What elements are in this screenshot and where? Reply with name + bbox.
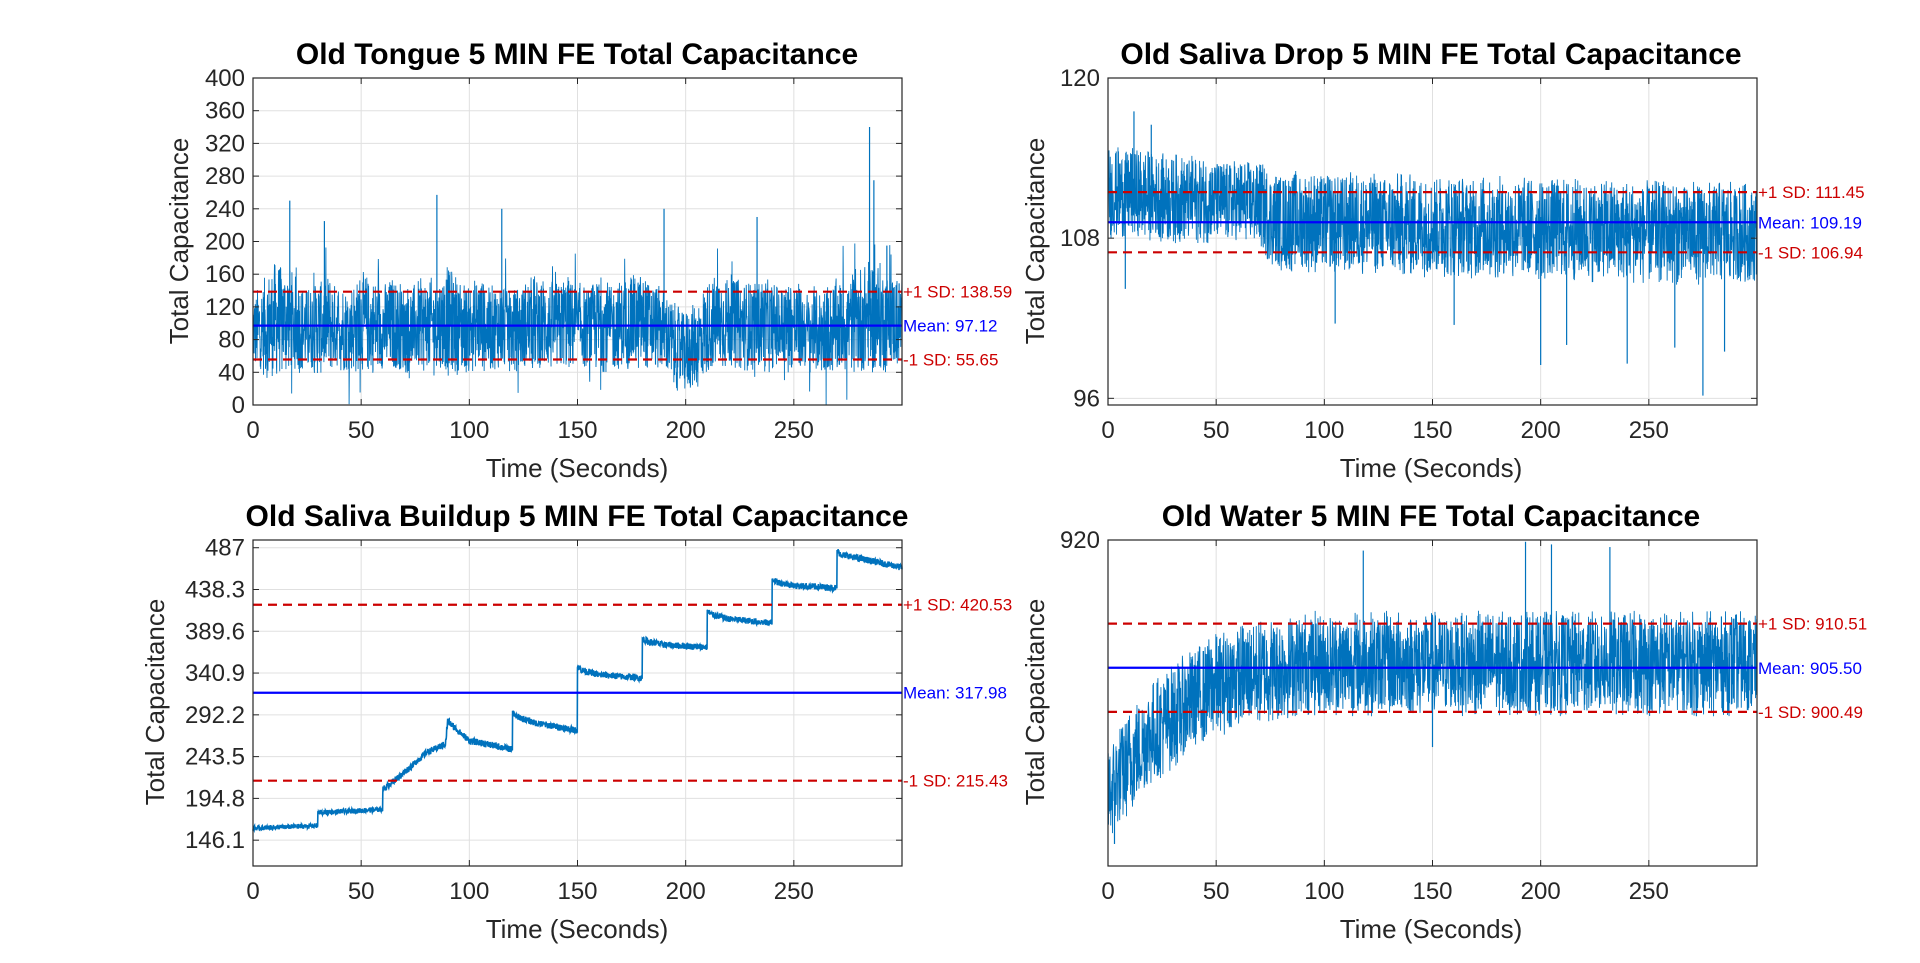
- y-tick-label: 280: [205, 163, 245, 190]
- y-tick-label: 389.6: [185, 618, 245, 645]
- x-tick-label: 50: [1203, 417, 1230, 444]
- x-tick-label: 250: [1629, 878, 1669, 905]
- x-tick-label: 200: [1521, 878, 1561, 905]
- x-axis-label: Time (Seconds): [486, 453, 669, 483]
- x-tick-label: 150: [557, 878, 597, 905]
- signal-trace: [252, 548, 903, 834]
- y-tick-label: 120: [1060, 65, 1100, 92]
- mean-label: Mean: 109.19: [1758, 213, 1862, 232]
- sd-label: -1 SD: 55.65: [903, 351, 998, 370]
- x-tick-label: 0: [1101, 417, 1114, 444]
- x-tick-label: 50: [348, 417, 375, 444]
- x-tick-label: 200: [666, 417, 706, 444]
- x-tick-label: 0: [246, 878, 259, 905]
- y-tick-label: 194.8: [185, 785, 245, 812]
- x-tick-label: 150: [1412, 878, 1452, 905]
- sd-label: +1 SD: 420.53: [903, 596, 1012, 615]
- x-tick-label: 100: [449, 417, 489, 444]
- x-tick-label: 0: [246, 417, 259, 444]
- x-tick-label: 250: [1629, 417, 1669, 444]
- x-axis-label: Time (Seconds): [486, 914, 669, 944]
- y-tick-label: 400: [205, 65, 245, 92]
- y-axis-label: Total Capacitance: [1020, 138, 1050, 345]
- x-tick-label: 0: [1101, 878, 1114, 905]
- mean-label: Mean: 317.98: [903, 684, 1007, 703]
- x-tick-label: 200: [1521, 417, 1561, 444]
- y-tick-label: 120: [205, 294, 245, 321]
- y-tick-label: 240: [205, 196, 245, 223]
- y-tick-label: 920: [1060, 527, 1100, 554]
- y-tick-label: 438.3: [185, 577, 245, 604]
- y-tick-label: 360: [205, 98, 245, 125]
- x-tick-label: 100: [1304, 417, 1344, 444]
- chart-panel-water: Old Water 5 MIN FE Total Capacitance Tim…: [1020, 500, 1867, 944]
- chart-panel-saliva-drop: Old Saliva Drop 5 MIN FE Total Capacitan…: [1020, 38, 1865, 483]
- x-tick-label: 100: [1304, 878, 1344, 905]
- plot-area: +1 SD: 138.59 Mean: 97.12 -1 SD: 55.65 0 50 1…: [205, 65, 1012, 444]
- sd-label: +1 SD: 910.51: [1758, 615, 1867, 634]
- signal-trace: [252, 243, 903, 406]
- y-tick-label: 80: [218, 327, 245, 354]
- x-axis-label: Time (Seconds): [1340, 914, 1523, 944]
- y-tick-label: 108: [1060, 225, 1100, 252]
- x-tick-label: 250: [774, 417, 814, 444]
- x-axis-label: Time (Seconds): [1340, 453, 1523, 483]
- chart-title: Old Tongue 5 MIN FE Total Capacitance: [296, 38, 858, 71]
- signal-trace: [1107, 147, 1758, 285]
- x-tick-label: 150: [557, 417, 597, 444]
- mean-label: Mean: 97.12: [903, 317, 998, 336]
- y-tick-label: 340.9: [185, 660, 245, 687]
- y-tick-label: 146.1: [185, 827, 245, 854]
- mean-label: Mean: 905.50: [1758, 659, 1862, 678]
- x-tick-label: 50: [348, 878, 375, 905]
- sd-label: -1 SD: 106.94: [1758, 243, 1863, 262]
- y-tick-label: 292.2: [185, 702, 245, 729]
- y-axis-label: Total Capacitance: [1020, 599, 1050, 806]
- y-tick-label: 320: [205, 130, 245, 157]
- chart-title: Old Saliva Buildup 5 MIN FE Total Capaci…: [246, 500, 909, 533]
- plot-area: +1 SD: 111.45 Mean: 109.19 -1 SD: 106.94 0 5…: [1060, 65, 1865, 444]
- y-tick-label: 40: [218, 359, 245, 386]
- sd-label: +1 SD: 111.45: [1758, 183, 1865, 202]
- x-tick-label: 150: [1412, 417, 1452, 444]
- y-tick-label: 96: [1073, 385, 1100, 412]
- y-axis-label: Total Capacitance: [140, 599, 170, 806]
- chart-title: Old Saliva Drop 5 MIN FE Total Capacitan…: [1120, 38, 1741, 71]
- y-tick-label: 160: [205, 261, 245, 288]
- chart-panel-tongue: Old Tongue 5 MIN FE Total Capacitance Ti…: [164, 38, 1012, 483]
- y-tick-label: 243.5: [185, 744, 245, 771]
- x-tick-label: 50: [1203, 878, 1230, 905]
- y-tick-label: 487: [205, 535, 245, 562]
- sd-label: +1 SD: 138.59: [903, 283, 1012, 302]
- y-tick-label: 0: [232, 392, 245, 419]
- chart-title: Old Water 5 MIN FE Total Capacitance: [1162, 500, 1700, 533]
- sd-label: -1 SD: 215.43: [903, 772, 1008, 791]
- y-tick-label: 200: [205, 229, 245, 256]
- plot-area: +1 SD: 420.53 Mean: 317.98 -1 SD: 215.43 0 5…: [185, 535, 1012, 905]
- chart-panel-saliva-buildup: Old Saliva Buildup 5 MIN FE Total Capaci…: [140, 500, 1012, 944]
- sd-label: -1 SD: 900.49: [1758, 703, 1863, 722]
- y-axis-label: Total Capacitance: [164, 138, 194, 345]
- plot-area: +1 SD: 910.51 Mean: 905.50 -1 SD: 900.49 0 5…: [1060, 527, 1867, 905]
- x-tick-label: 250: [774, 878, 814, 905]
- x-tick-label: 200: [666, 878, 706, 905]
- x-tick-label: 100: [449, 878, 489, 905]
